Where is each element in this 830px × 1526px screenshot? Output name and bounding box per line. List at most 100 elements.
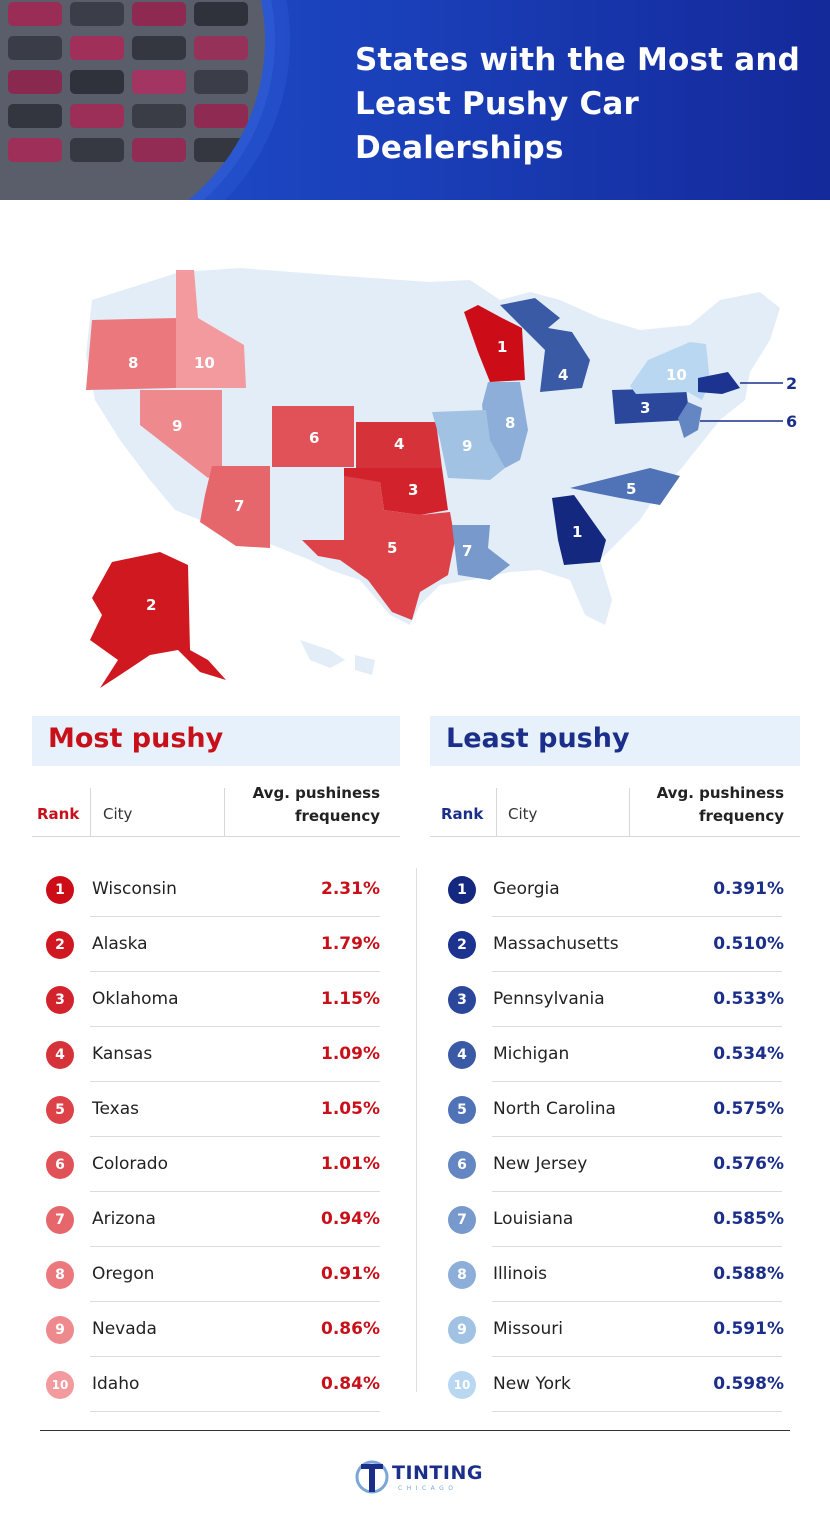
state-name: Kansas xyxy=(92,1044,153,1064)
rank-badge: 5 xyxy=(46,1096,74,1124)
state-name: Massachusetts xyxy=(493,934,619,954)
table-row: 10 Idaho 0.84% xyxy=(46,1357,380,1412)
footer-divider xyxy=(40,1430,790,1431)
pushiness-value: 0.598% xyxy=(713,1374,784,1394)
pushiness-value: 0.510% xyxy=(713,934,784,954)
state-new-york xyxy=(630,342,710,400)
map-label-colorado: 6 xyxy=(309,429,319,447)
rank-badge: 1 xyxy=(46,876,74,904)
pushiness-value: 1.01% xyxy=(321,1154,380,1174)
map-label-louisiana: 7 xyxy=(462,542,472,560)
table-row: 3 Oklahoma 1.15% xyxy=(46,972,380,1027)
row-divider xyxy=(492,971,782,972)
state-name: Pennsylvania xyxy=(493,989,605,1009)
rank-badge: 2 xyxy=(448,931,476,959)
header-divider-line xyxy=(32,836,400,837)
state-name: Nevada xyxy=(92,1319,157,1339)
map-label-kansas: 4 xyxy=(394,435,404,453)
state-name: Colorado xyxy=(92,1154,168,1174)
pushiness-value: 0.91% xyxy=(321,1264,380,1284)
state-arizona xyxy=(200,466,270,548)
pushiness-value: 0.391% xyxy=(713,879,784,899)
state-massachusetts xyxy=(698,372,740,394)
least-pushy-column-headers: Rank City Avg. pushiness frequency xyxy=(436,782,788,836)
pushiness-value: 2.31% xyxy=(321,879,380,899)
city-column-header: City xyxy=(508,805,538,823)
row-divider xyxy=(90,1411,380,1412)
row-divider xyxy=(492,1411,782,1412)
column-divider xyxy=(629,788,630,836)
state-illinois xyxy=(482,382,528,468)
rank-badge: 7 xyxy=(448,1206,476,1234)
pushiness-value: 0.575% xyxy=(713,1099,784,1119)
least-pushy-heading: Least pushy xyxy=(446,723,630,754)
table-row: 1 Wisconsin 2.31% xyxy=(46,862,380,917)
table-row: 9 Nevada 0.86% xyxy=(46,1302,380,1357)
row-divider xyxy=(492,1356,782,1357)
rank-badge: 3 xyxy=(46,986,74,1014)
state-new-jersey xyxy=(678,402,702,438)
state-name: Idaho xyxy=(92,1374,140,1394)
column-divider xyxy=(496,788,497,836)
map-label-new-jersey: 6 xyxy=(786,412,797,431)
table-row: 8 Illinois 0.588% xyxy=(448,1247,784,1302)
rank-badge: 10 xyxy=(46,1371,74,1399)
state-name: Wisconsin xyxy=(92,879,177,899)
state-name: Alaska xyxy=(92,934,148,954)
rank-badge: 4 xyxy=(448,1041,476,1069)
row-divider xyxy=(90,1026,380,1027)
rank-badge: 6 xyxy=(46,1151,74,1179)
rank-badge: 3 xyxy=(448,986,476,1014)
state-colorado xyxy=(272,406,354,467)
rank-badge: 9 xyxy=(448,1316,476,1344)
header-banner: States with the Most and Least Pushy Car… xyxy=(0,0,830,200)
us-map: 8 10 9 7 6 4 3 5 1 2 4 8 9 7 1 5 3 10 2 … xyxy=(86,268,797,688)
logo-subtext: CHICAGO xyxy=(398,1485,458,1492)
tinting-chicago-logo xyxy=(355,1460,389,1494)
map-label-alaska: 2 xyxy=(146,596,156,614)
map-label-wisconsin: 1 xyxy=(497,338,507,356)
pushiness-value: 0.576% xyxy=(713,1154,784,1174)
frequency-column-header: Avg. pushiness frequency xyxy=(220,782,380,828)
state-name: Arizona xyxy=(92,1209,156,1229)
state-louisiana xyxy=(452,525,510,580)
header-divider-line xyxy=(430,836,800,837)
pushiness-value: 1.15% xyxy=(321,989,380,1009)
state-oregon xyxy=(86,318,178,390)
row-divider xyxy=(492,1301,782,1302)
least-pushy-heading-panel: Least pushy xyxy=(430,716,800,766)
table-center-divider xyxy=(416,868,417,1392)
table-row: 2 Alaska 1.79% xyxy=(46,917,380,972)
table-row: 6 New Jersey 0.576% xyxy=(448,1137,784,1192)
table-row: 10 New York 0.598% xyxy=(448,1357,784,1412)
pushiness-value: 0.534% xyxy=(713,1044,784,1064)
state-name: New York xyxy=(493,1374,571,1394)
table-row: 6 Colorado 1.01% xyxy=(46,1137,380,1192)
row-divider xyxy=(90,1356,380,1357)
state-name: Louisiana xyxy=(493,1209,574,1229)
row-divider xyxy=(492,916,782,917)
frequency-header-line2: frequency xyxy=(294,807,380,825)
state-missouri xyxy=(432,410,505,480)
state-georgia xyxy=(552,495,606,565)
row-divider xyxy=(90,1136,380,1137)
rank-column-header: Rank xyxy=(441,805,484,823)
pushiness-value: 1.79% xyxy=(321,934,380,954)
table-row: 4 Michigan 0.534% xyxy=(448,1027,784,1082)
rank-badge: 5 xyxy=(448,1096,476,1124)
row-divider xyxy=(492,1246,782,1247)
rank-badge: 7 xyxy=(46,1206,74,1234)
row-divider xyxy=(90,1081,380,1082)
most-pushy-column-headers: Rank City Avg. pushiness frequency xyxy=(32,782,382,836)
table-row: 3 Pennsylvania 0.533% xyxy=(448,972,784,1027)
map-label-oregon: 8 xyxy=(128,354,138,372)
table-row: 5 Texas 1.05% xyxy=(46,1082,380,1137)
frequency-header-line2: frequency xyxy=(698,807,784,825)
row-divider xyxy=(90,1191,380,1192)
column-divider xyxy=(90,788,91,836)
pushiness-value: 0.585% xyxy=(713,1209,784,1229)
map-label-illinois: 8 xyxy=(505,414,515,432)
state-name: New Jersey xyxy=(493,1154,588,1174)
map-label-pennsylvania: 3 xyxy=(640,399,650,417)
